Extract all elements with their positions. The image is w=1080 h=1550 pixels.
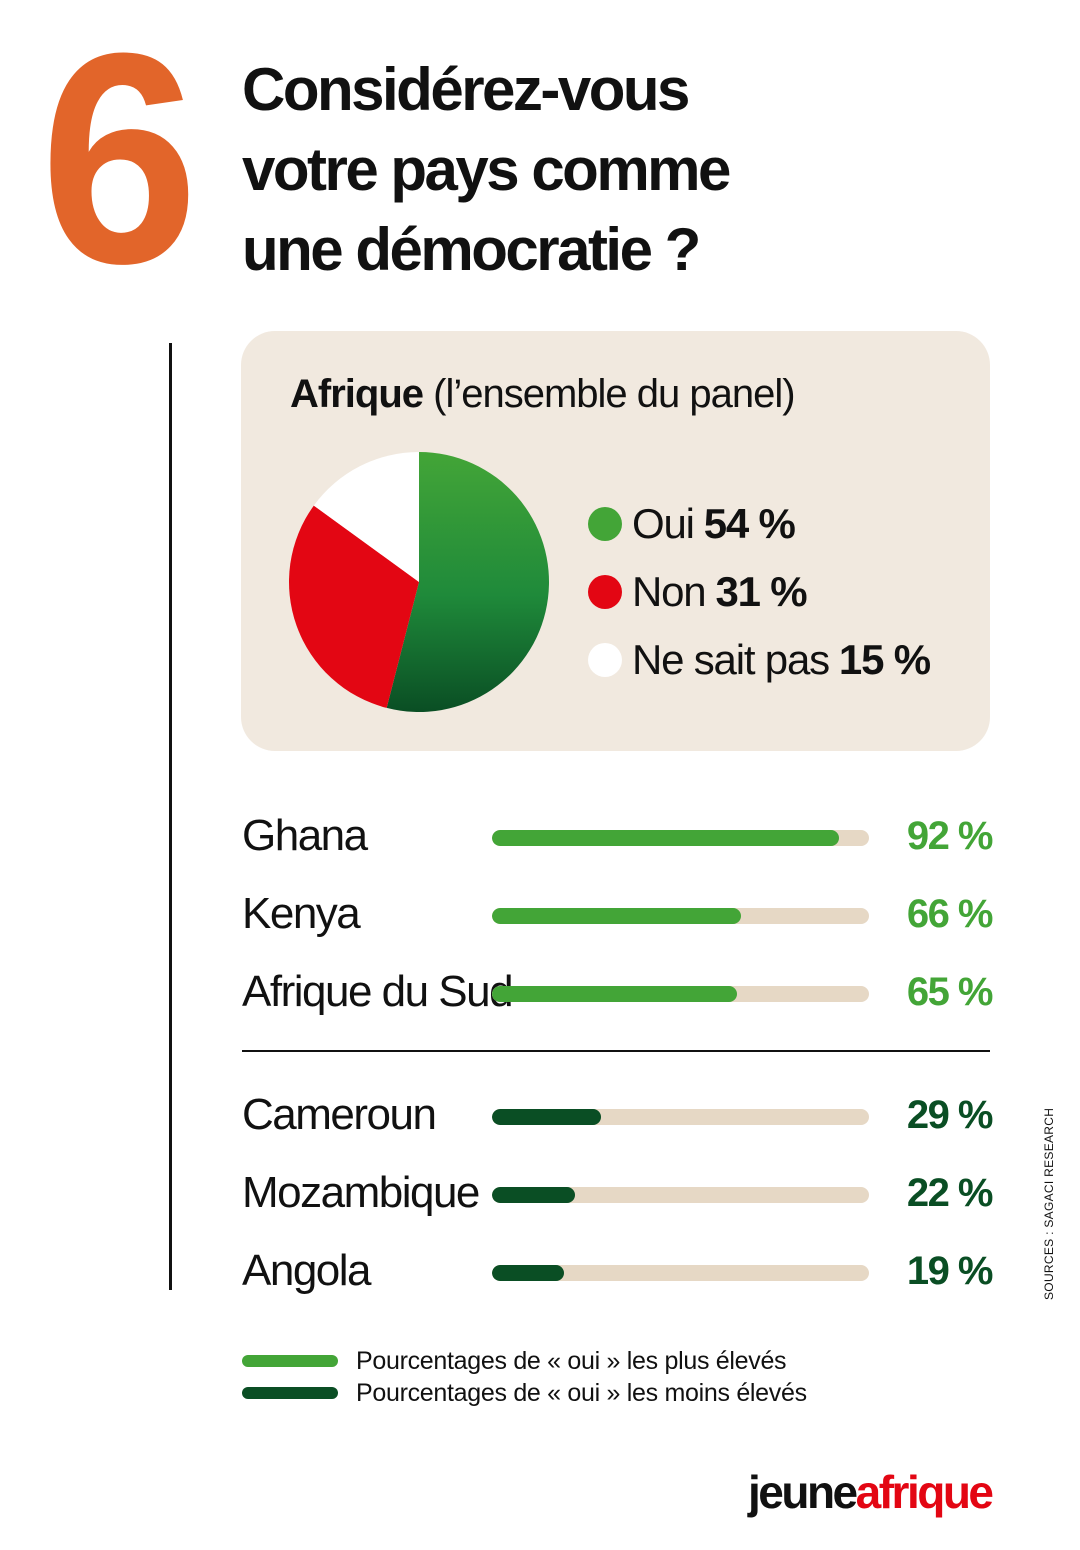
pie-legend-item: Oui 54 % bbox=[588, 490, 930, 558]
bar-legend-swatch bbox=[242, 1387, 338, 1399]
bar-legend-label: Pourcentages de « oui » les moins élevés bbox=[356, 1378, 807, 1407]
pie-legend-value: 15 % bbox=[838, 636, 931, 683]
pie-legend-dot bbox=[588, 507, 622, 541]
bar-fill bbox=[492, 986, 738, 1002]
bar-fill bbox=[492, 1265, 564, 1281]
panel-title-bold: Afrique bbox=[290, 372, 424, 416]
pie-legend-item: Ne sait pas 15 % bbox=[588, 626, 931, 694]
pie-legend-dot bbox=[588, 575, 622, 609]
bar-track bbox=[492, 986, 869, 1002]
bar-row: Ghana 92 % bbox=[242, 806, 994, 866]
source-credit: SOURCES : SAGACI RESEARCH bbox=[1042, 1107, 1056, 1300]
question-number: 6 bbox=[40, 0, 199, 326]
bar-row: Afrique du Sud 65 % bbox=[242, 962, 994, 1022]
bar-value-label: 29 % bbox=[906, 1093, 994, 1137]
bar-track bbox=[492, 908, 869, 924]
pie-legend-label: Non bbox=[632, 568, 707, 615]
bar-fill bbox=[492, 1187, 575, 1203]
pie-chart bbox=[288, 452, 550, 712]
bar-legend-item: Pourcentages de « oui » les moins élevés bbox=[242, 1377, 807, 1409]
pie-legend: Oui 54 % Non 31 % Ne sait pas 15 % bbox=[588, 490, 931, 694]
bar-track bbox=[492, 830, 869, 846]
bar-value-label: 92 % bbox=[906, 814, 994, 858]
bar-value-label: 66 % bbox=[906, 892, 994, 936]
bar-legend: Pourcentages de « oui » les plus élevés P… bbox=[242, 1345, 807, 1409]
pie-slice-non bbox=[288, 505, 419, 708]
panel-title-rest: (l’ensemble du panel) bbox=[433, 372, 795, 416]
bar-row: Angola 19 % bbox=[242, 1241, 994, 1301]
bar-legend-swatch bbox=[242, 1355, 338, 1367]
pie-slice-oui bbox=[386, 452, 550, 712]
pie-legend-label: Ne sait pas bbox=[632, 636, 830, 683]
vertical-rule bbox=[169, 343, 172, 1290]
bar-country-label: Afrique du Sud bbox=[242, 967, 514, 1016]
bar-country-label: Kenya bbox=[242, 889, 361, 938]
bar-track bbox=[492, 1265, 869, 1281]
bar-fill bbox=[492, 908, 741, 924]
pie-legend-label: Oui bbox=[632, 500, 695, 547]
question-title: Considérez-vous votre pays comme une dém… bbox=[242, 50, 862, 290]
brand-part-2: afrique bbox=[855, 1466, 994, 1518]
bar-fill bbox=[492, 830, 839, 846]
bar-country-label: Angola bbox=[242, 1246, 372, 1295]
group-divider bbox=[242, 1050, 990, 1052]
bar-value-label: 22 % bbox=[906, 1171, 994, 1215]
brand-part-1: jeune bbox=[748, 1466, 858, 1518]
bar-legend-item: Pourcentages de « oui » les plus élevés bbox=[242, 1345, 807, 1377]
pie-legend-dot bbox=[588, 643, 622, 677]
question-line-3: une démocratie ? bbox=[242, 216, 701, 283]
question-line-2: votre pays comme bbox=[242, 136, 731, 203]
bar-legend-label: Pourcentages de « oui » les plus élevés bbox=[356, 1346, 787, 1375]
pie-legend-value: 31 % bbox=[715, 568, 807, 615]
pie-legend-value: 54 % bbox=[703, 500, 796, 547]
pie-legend-item: Non 31 % bbox=[588, 558, 930, 626]
bar-fill bbox=[492, 1109, 602, 1125]
bar-value-label: 65 % bbox=[906, 970, 994, 1014]
bar-track bbox=[492, 1187, 869, 1203]
bar-row: Mozambique 22 % bbox=[242, 1163, 994, 1223]
panel-title: Afrique (l’ensemble du panel) bbox=[290, 368, 796, 420]
bar-country-label: Ghana bbox=[242, 811, 368, 860]
bar-country-label: Mozambique bbox=[242, 1168, 480, 1217]
pie-slice-ne-sait-pas bbox=[313, 452, 419, 582]
bar-row: Kenya 66 % bbox=[242, 884, 994, 944]
bar-track bbox=[492, 1109, 869, 1125]
question-line-1: Considérez-vous bbox=[242, 56, 690, 123]
brand-logo: jeuneafrique bbox=[748, 1462, 994, 1522]
bar-row: Cameroun 29 % bbox=[242, 1085, 994, 1145]
bar-value-label: 19 % bbox=[906, 1249, 994, 1293]
bar-country-label: Cameroun bbox=[242, 1090, 437, 1139]
